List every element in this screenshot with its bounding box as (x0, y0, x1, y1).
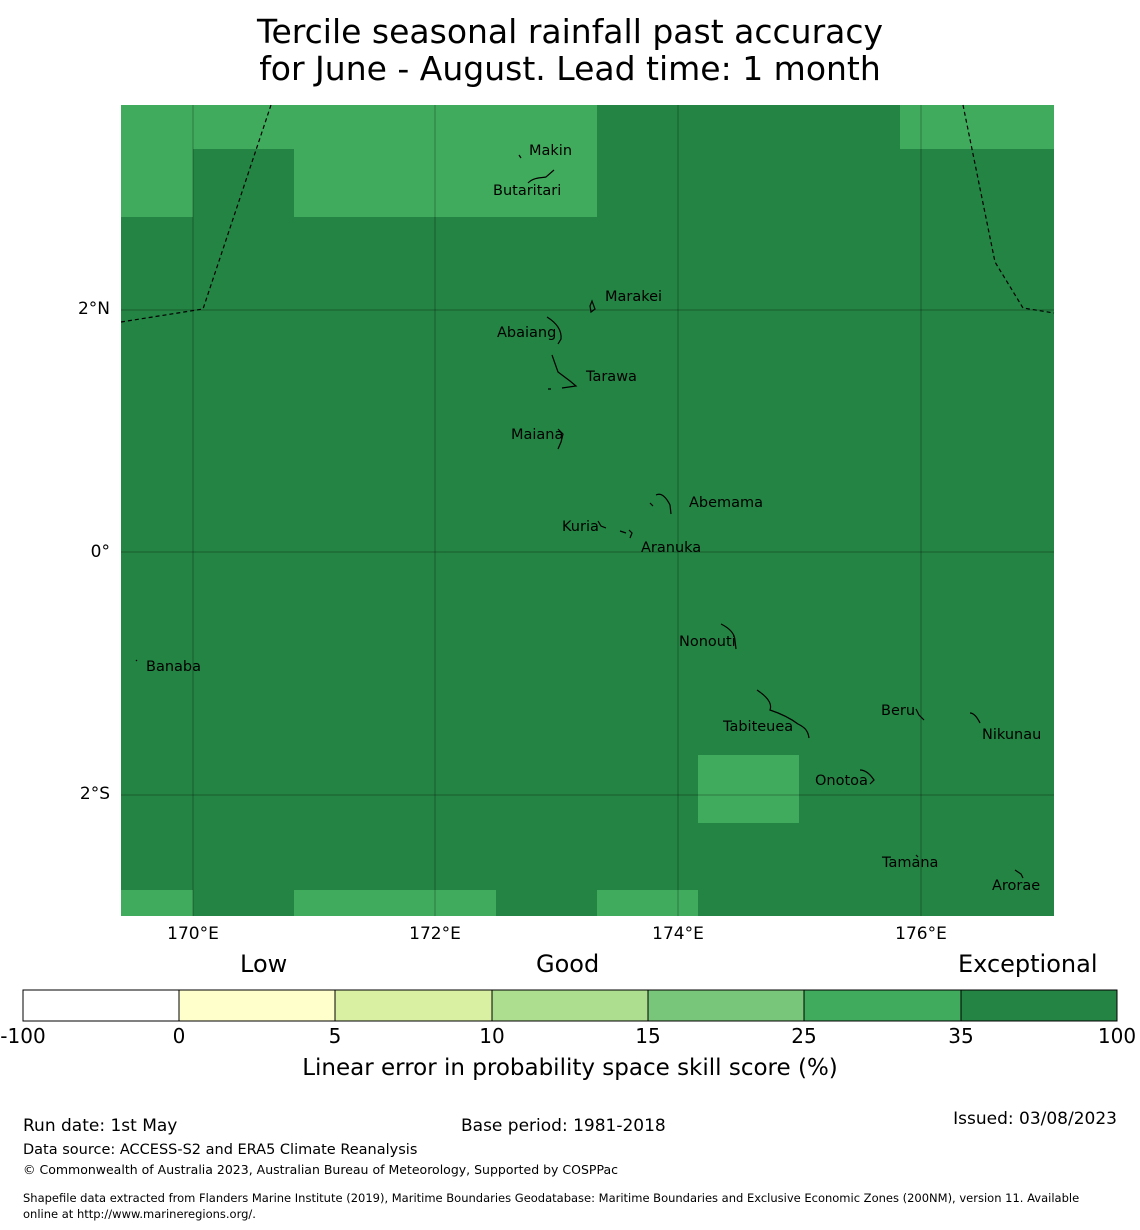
issued-date: Issued: 03/08/2023 (953, 1109, 1117, 1129)
skill-cell (294, 890, 496, 916)
skill-cell (121, 890, 193, 916)
chart-title-line-1: Tercile seasonal rainfall past accuracy (256, 12, 884, 51)
chart-title-line-2: for June - August. Lead time: 1 month (259, 49, 881, 88)
place-label: Banaba (146, 659, 201, 675)
colorbar-tick: -100 (0, 1024, 46, 1048)
skill-cell (698, 755, 799, 823)
colorbar-segment (491, 989, 649, 1022)
colorbar-segment (803, 989, 962, 1022)
island-beru (915, 708, 925, 721)
colorbar-segment (647, 989, 805, 1022)
skill-cell (121, 105, 193, 217)
place-label: Tabiteuea (722, 719, 793, 735)
place-label: Makin (529, 143, 572, 159)
colorbar-title: Linear error in probability space skill … (302, 1055, 838, 1081)
lon-label-176E: 176°E (895, 924, 947, 944)
place-label: Maiana (511, 427, 563, 443)
skill-cell (193, 105, 294, 149)
island-tabiteuea (756, 689, 810, 739)
island-maiana (557, 428, 564, 450)
data-source: Data source: ACCESS-S2 and ERA5 Climate … (23, 1142, 418, 1158)
island-tarawa (548, 354, 578, 390)
place-label: Tamana (881, 855, 938, 871)
skill-cell (900, 105, 1054, 149)
colorbar-tick: 15 (635, 1024, 661, 1048)
island-onotoa (859, 769, 875, 785)
copyright: © Commonwealth of Australia 2023, Austra… (23, 1162, 618, 1177)
colorbar-tick: 5 (328, 1024, 342, 1048)
eez-boundary-east (962, 104, 1055, 314)
island-makin (518, 154, 522, 159)
place-label: Aranuka (641, 540, 701, 556)
island-arorae (1014, 869, 1024, 879)
place-label: Onotoa (815, 773, 868, 789)
place-label: Abaiang (497, 325, 556, 341)
category-label-exceptional: Exceptional (958, 950, 1098, 978)
category-label-low: Low (240, 950, 288, 978)
lon-label-170E: 170°E (167, 924, 219, 944)
island-marakei (589, 299, 596, 314)
colorbar-segment (960, 989, 1118, 1022)
shapefile-credit-line-1: Shapefile data extracted from Flanders M… (23, 1191, 1080, 1205)
colorbar (22, 989, 1118, 1022)
eez-boundary-west (120, 104, 272, 323)
lat-label-2N: 2°N (77, 299, 110, 319)
lon-label-174E: 174°E (652, 924, 704, 944)
colorbar-tick: 100 (1097, 1024, 1137, 1048)
graticule (121, 105, 1054, 916)
place-label: Butaritari (493, 183, 561, 199)
skill-cells-moderate (121, 105, 1054, 916)
map-background (121, 105, 1054, 916)
island-butaritari (527, 169, 555, 184)
colorbar-tick: 25 (791, 1024, 817, 1048)
island-outlines (135, 154, 1024, 879)
base-period: Base period: 1981-2018 (461, 1116, 666, 1136)
shapefile-credit-line-2: online at http://www.marineregions.org/. (23, 1207, 256, 1221)
place-label: Nonouti (679, 634, 736, 650)
island-abemama (649, 493, 672, 515)
colorbar-segment (22, 989, 180, 1022)
colorbar-tick: 0 (172, 1024, 186, 1048)
island-abaiang (546, 316, 562, 345)
island-nikunau (969, 712, 981, 724)
island-kuria (597, 520, 607, 529)
category-label-good: Good (536, 950, 600, 978)
skill-cell (294, 105, 597, 217)
place-label: Marakei (605, 289, 662, 305)
lat-label-2S: 2°S (79, 784, 110, 804)
lat-label-0: 0° (90, 542, 110, 562)
island-aranuka (619, 529, 633, 539)
colorbar-segment (334, 989, 493, 1022)
skill-cell (597, 890, 698, 916)
place-label: Beru (881, 703, 915, 719)
island-banaba (135, 659, 138, 662)
island-nonouti (720, 623, 737, 650)
place-labels: Makin Butaritari Marakei Abaiang Tarawa … (146, 143, 1041, 894)
place-label: Tarawa (585, 369, 637, 385)
colorbar-tick: 10 (479, 1024, 505, 1048)
colorbar-segment (178, 989, 336, 1022)
colorbar-tick: 35 (948, 1024, 974, 1048)
island-tamana (915, 854, 919, 858)
place-label: Abemama (689, 495, 763, 511)
run-date: Run date: 1st May (23, 1116, 178, 1136)
eez-boundaries (120, 104, 1055, 323)
place-label: Kuria (562, 519, 599, 535)
place-label: Arorae (992, 878, 1040, 894)
lon-label-172E: 172°E (409, 924, 461, 944)
place-label: Nikunau (982, 727, 1041, 743)
